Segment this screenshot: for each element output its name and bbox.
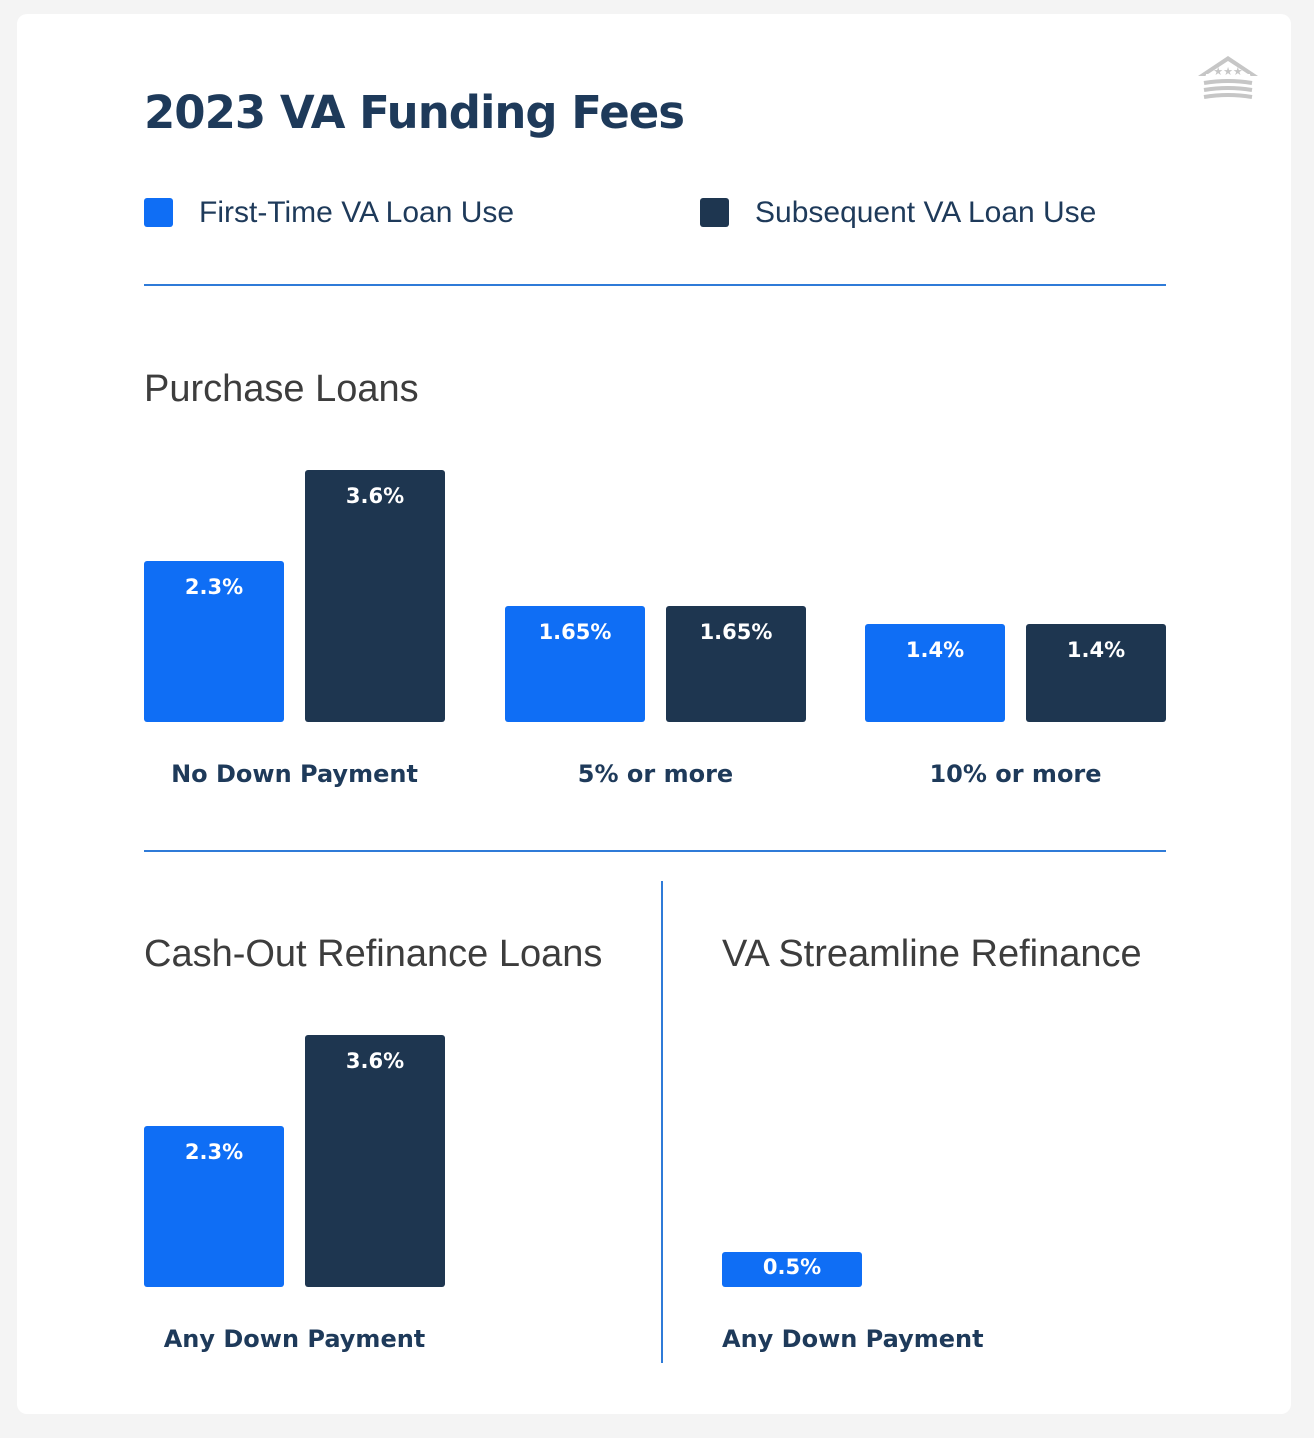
category-label-any-down-payment: Any Down Payment [722, 1325, 984, 1353]
bar-first-time-va-loan-use-10-or-more [865, 624, 1005, 722]
section-vertical-divider [661, 881, 663, 1363]
top-divider [144, 284, 1166, 286]
bar-first-time-va-loan-use-any-down-payment [144, 1126, 284, 1287]
streamline-refinance-title: VA Streamline Refinance [722, 933, 1142, 975]
bar-value-label: 0.5% [762, 1255, 822, 1279]
bar-first-time-va-loan-use-no-down-payment [144, 561, 284, 722]
page-title: 2023 VA Funding Fees [144, 86, 685, 139]
bar-first-time-va-loan-use-5-or-more [505, 606, 645, 722]
category-label-no-down-payment: No Down Payment [171, 760, 418, 788]
legend-swatch-first-time [144, 198, 173, 227]
bar-subsequent-va-loan-use-any-down-payment [305, 1035, 445, 1287]
middle-divider [144, 850, 1166, 852]
bar-value-label: 1.4% [1066, 638, 1126, 662]
bar-value-label: 1.65% [699, 620, 773, 644]
bar-value-label: 1.65% [538, 620, 612, 644]
category-label-10-or-more: 10% or more [929, 760, 1102, 788]
bar-subsequent-va-loan-use-10-or-more [1026, 624, 1166, 722]
bar-value-label: 3.6% [345, 1049, 405, 1073]
bar-value-label: 1.4% [905, 638, 965, 662]
bar-subsequent-va-loan-use-no-down-payment [305, 470, 445, 722]
legend-label-first-time: First-Time VA Loan Use [199, 196, 515, 229]
bar-value-label: 3.6% [345, 484, 405, 508]
bar-subsequent-va-loan-use-5-or-more [666, 606, 806, 722]
svg-text:★★★: ★★★ [1213, 65, 1243, 78]
legend-label-subsequent: Subsequent VA Loan Use [755, 196, 1097, 229]
category-label-5-or-more: 5% or more [577, 760, 734, 788]
bar-value-label: 2.3% [184, 1140, 244, 1164]
cash-out-refinance-title: Cash-Out Refinance Loans [144, 933, 603, 975]
house-stars-logo-icon: ★★★ [1198, 56, 1258, 99]
legend-swatch-subsequent [700, 198, 729, 227]
bar-first-time-va-loan-use-any-down-payment [722, 1252, 862, 1287]
purchase-loans-title: Purchase Loans [144, 368, 419, 410]
category-label-any-down-payment: Any Down Payment [163, 1325, 426, 1353]
bar-value-label: 2.3% [184, 575, 244, 599]
